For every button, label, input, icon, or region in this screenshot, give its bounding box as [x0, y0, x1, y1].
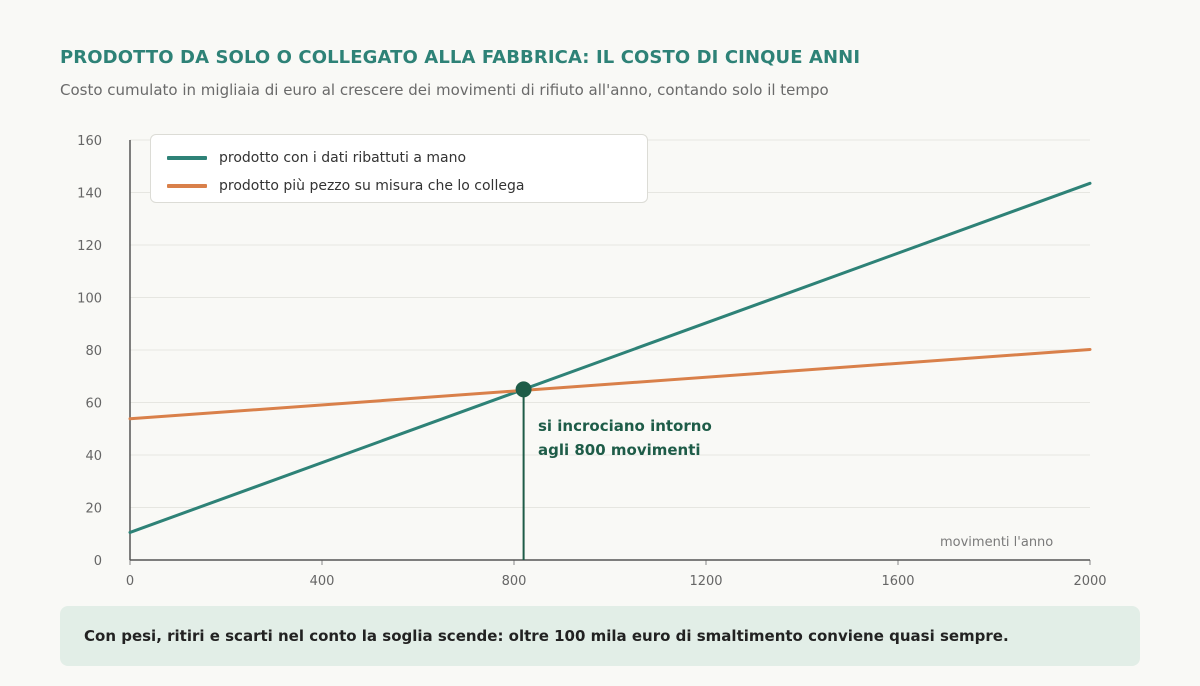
y-tick-label-20: 20 — [85, 502, 102, 517]
y-tick-label-100: 100 — [77, 292, 102, 307]
y-tick-label-120: 120 — [77, 239, 102, 254]
x-tick-label-1200: 1200 — [689, 574, 722, 589]
y-tick-label-80: 80 — [85, 344, 102, 359]
annotation-line-1: si incrociano intorno — [538, 417, 712, 435]
legend-label-connected: prodotto più pezzo su misura che lo coll… — [219, 178, 525, 194]
chart-subtitle: Costo cumulato in migliaia di euro al cr… — [60, 81, 829, 99]
legend: prodotto con i dati ribattuti a mano pro… — [150, 134, 648, 203]
x-tick-label-2000: 2000 — [1073, 574, 1106, 589]
x-tick-label-400: 400 — [310, 574, 335, 589]
legend-label-manual: prodotto con i dati ribattuti a mano — [219, 150, 467, 166]
y-tick-label-0: 0 — [94, 554, 102, 569]
line-chart: 0 20 40 60 80 100 120 140 160 0 400 800 1200 1600 200… — [77, 134, 1107, 589]
x-tick-label-1600: 1600 — [881, 574, 914, 589]
intersection-marker — [515, 381, 532, 398]
footer-note-box: Con pesi, ritiri e scarti nel conto la s… — [60, 606, 1140, 666]
x-tick-label-800: 800 — [502, 574, 527, 589]
intersection-annotation: si incrociano intorno agli 800 movimenti — [538, 414, 712, 462]
y-tick-label-40: 40 — [85, 449, 102, 464]
y-tick-label-60: 60 — [85, 397, 102, 412]
x-axis-title: movimenti l'anno — [940, 535, 1054, 550]
x-tick-label-0: 0 — [126, 574, 134, 589]
y-tick-label-160: 160 — [77, 134, 102, 149]
y-axis-ticks: 0 20 40 60 80 100 120 140 160 — [77, 134, 102, 569]
annotation-line-2: agli 800 movimenti — [538, 441, 701, 459]
legend-swatch-connected — [167, 184, 207, 188]
x-axis-ticks: 0 400 800 1200 1600 2000 — [126, 560, 1107, 589]
series-layer — [128, 181, 1092, 534]
legend-item-connected: prodotto più pezzo su misura che lo coll… — [167, 176, 524, 196]
legend-item-manual: prodotto con i dati ribattuti a mano — [167, 148, 466, 168]
y-tick-label-140: 140 — [77, 187, 102, 202]
footer-note: Con pesi, ritiri e scarti nel conto la s… — [84, 627, 1009, 645]
chart-title: PRODOTTO DA SOLO O COLLEGATO ALLA FABBRI… — [60, 47, 861, 68]
series-line-0 — [128, 181, 1092, 534]
series-line-1 — [128, 347, 1092, 421]
legend-swatch-manual — [167, 156, 207, 160]
